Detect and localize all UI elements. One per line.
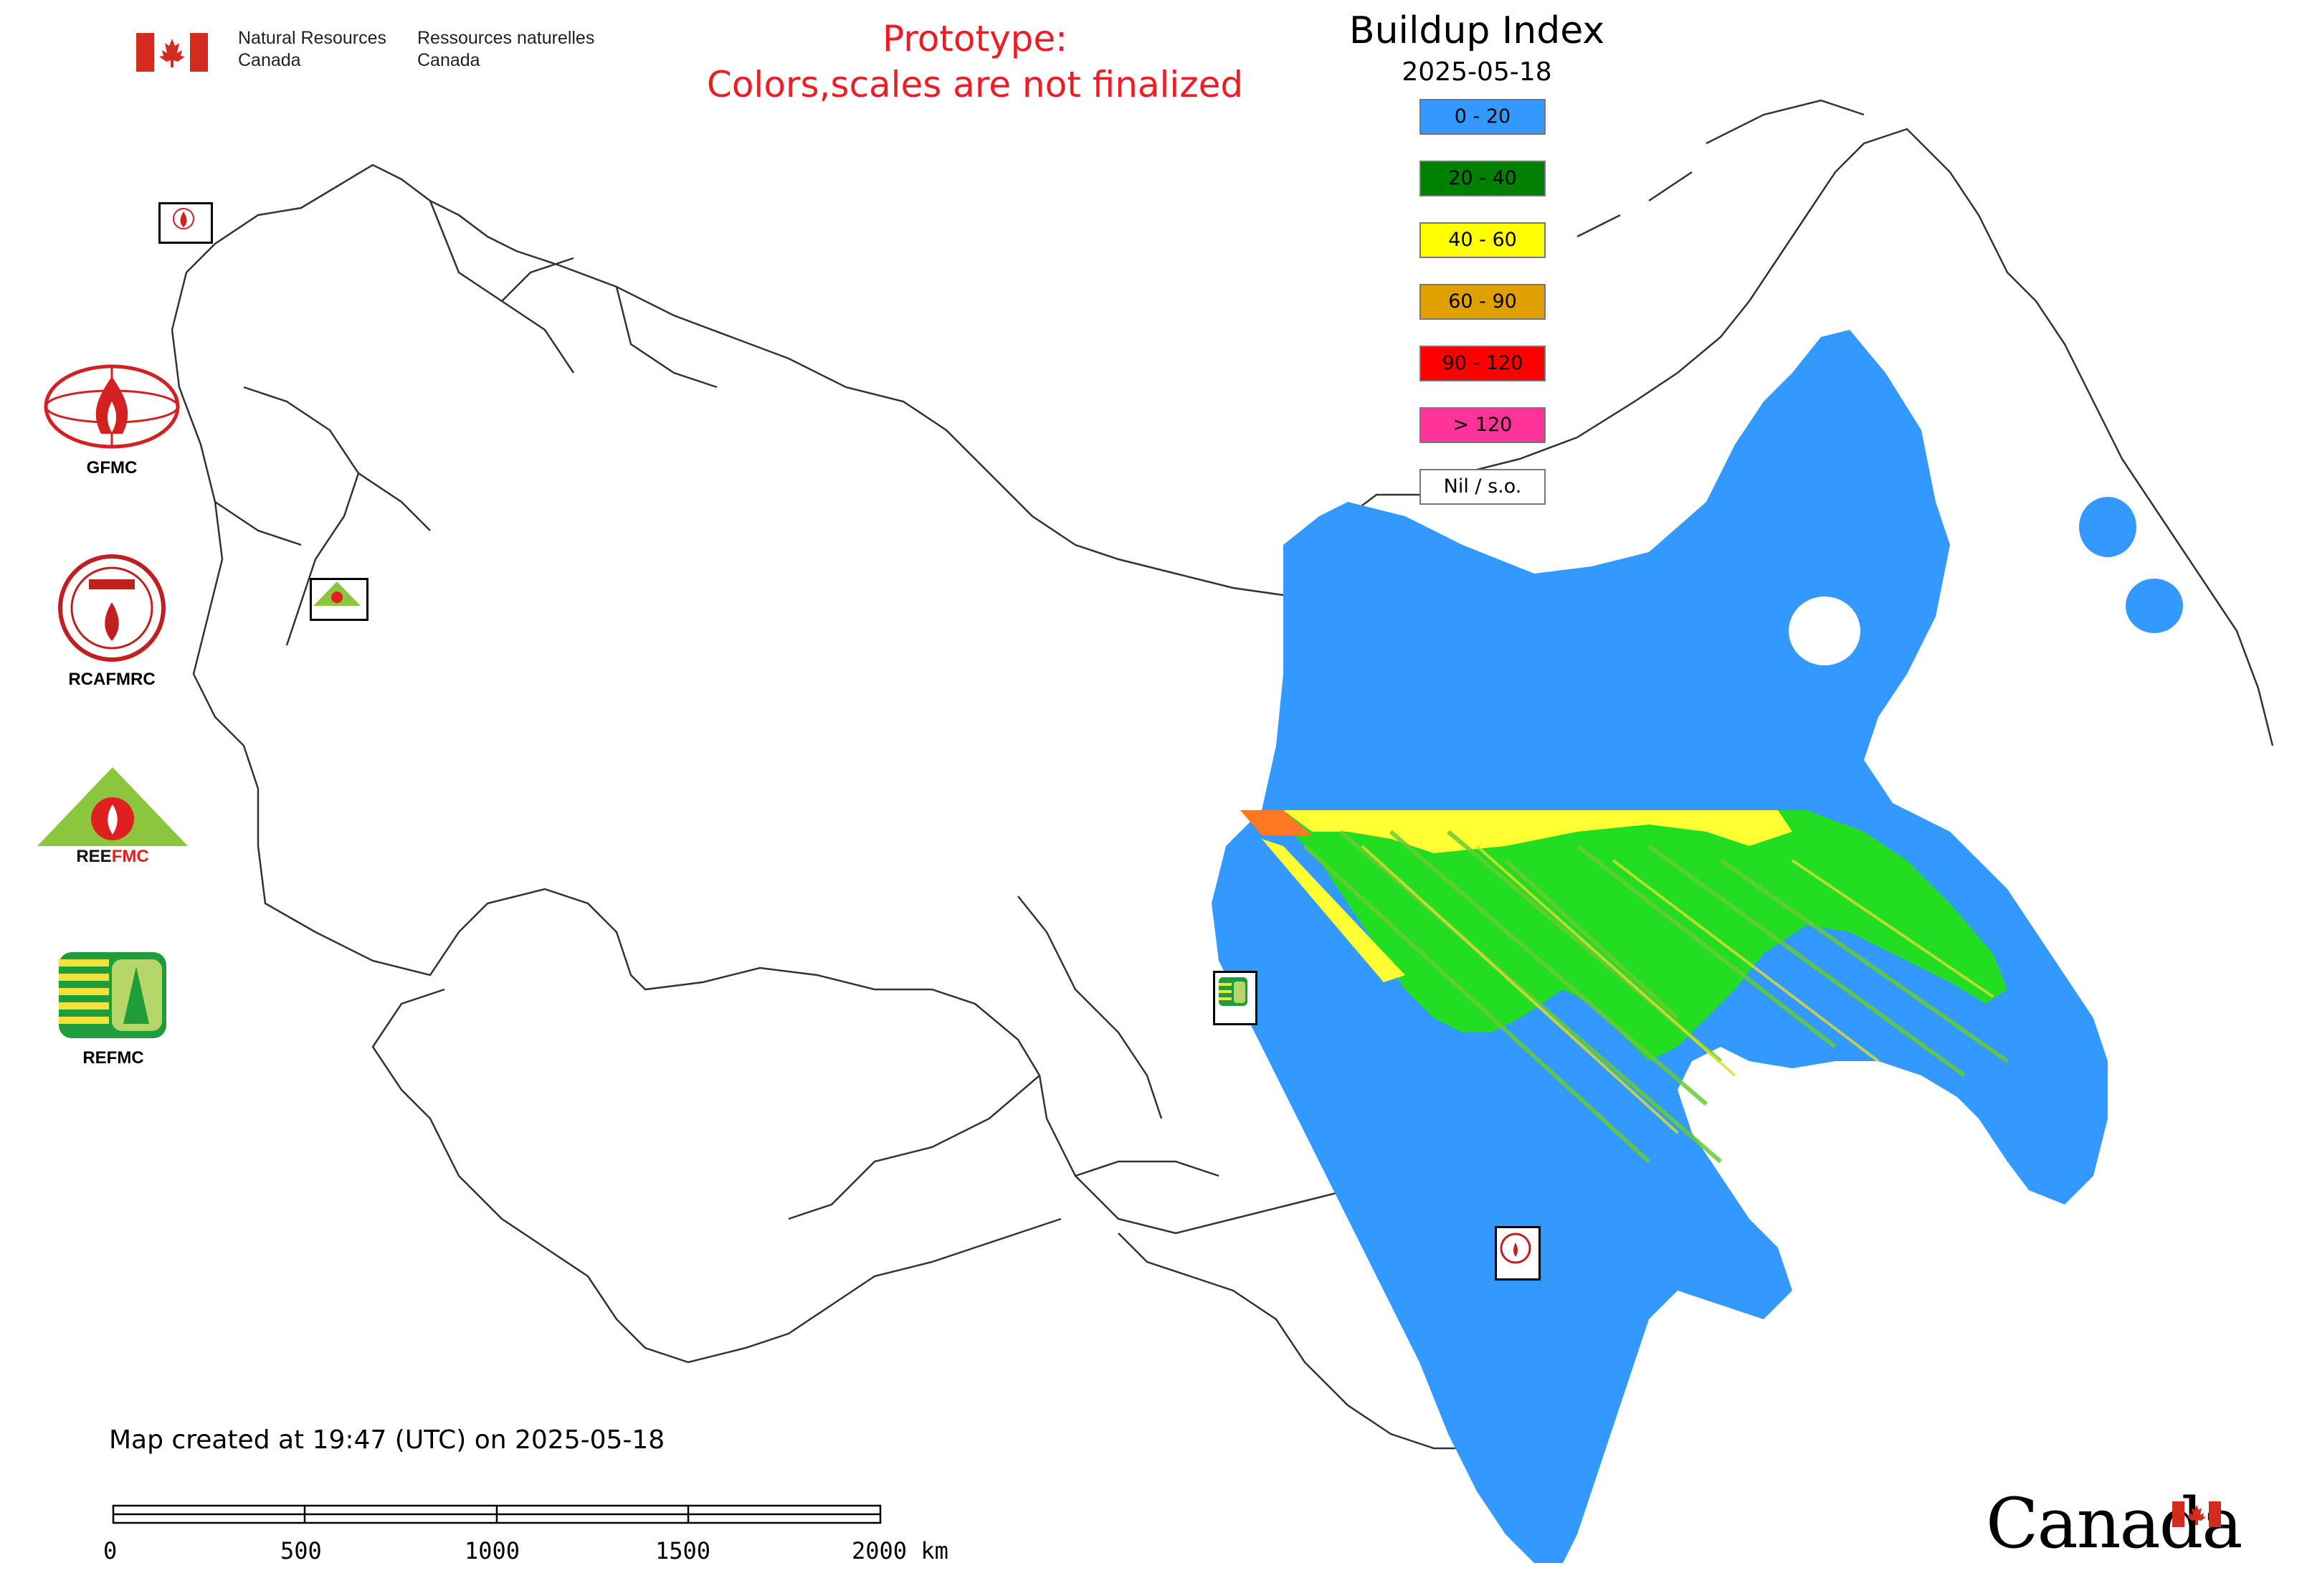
scale-tick-1000: 1000: [465, 1537, 520, 1564]
nrcan-en-line1: Natural Resources: [238, 28, 387, 48]
refmc-map-marker[interactable]: [1213, 971, 1257, 1025]
rcafmrc-marker-icon: [1500, 1232, 1531, 1264]
canada-flag-icon: [136, 33, 208, 72]
nrcan-fr-line1: Ressources naturelles: [417, 28, 595, 48]
legend-item-nil: Nil / s.o.: [1419, 469, 1546, 505]
legend-title: Buildup Index: [1349, 9, 1605, 52]
refmc-logo-icon: [59, 952, 166, 1038]
svg-text:REEFMC: REEFMC: [76, 847, 148, 866]
reefmc-logo-icon: REEFMC: [37, 767, 188, 866]
no-data-lake: [1789, 597, 1860, 665]
scale-tick-1500: 1500: [655, 1537, 711, 1564]
canada-wordmark: Canada: [1986, 1483, 2242, 1564]
reefmc-map-marker[interactable]: [310, 578, 368, 621]
high-index-band: [1283, 810, 1792, 853]
gfmc-marker-icon: [173, 208, 194, 229]
reefmc-marker-icon: [313, 581, 361, 606]
canada-wordmark-text: Canada: [1986, 1483, 2242, 1564]
rcafmrc-map-marker[interactable]: [1495, 1226, 1541, 1281]
nrcan-english-name: Natural Resources Canada: [238, 27, 386, 72]
very-high-index-patch: [1240, 810, 1312, 835]
refmc-label: REFMC: [82, 1048, 144, 1068]
buildup-index-coverage: [1212, 330, 2183, 1563]
gfmc-agency: GFMC: [40, 362, 184, 478]
prototype-notice: Prototype: Colors,scales are not finaliz…: [624, 16, 1326, 108]
scale-bar: [112, 1504, 882, 1524]
refmc-agency: REFMC: [52, 945, 185, 1068]
rcafmrc-logo-icon: [58, 554, 166, 662]
scale-tick-2000-km: 2000 km: [852, 1537, 948, 1564]
legend-item-40-60: 40 - 60: [1419, 222, 1546, 258]
gfmc-logo-icon: [44, 364, 180, 449]
island-region: [2079, 497, 2136, 557]
country-borders: [171, 99, 2274, 1450]
moderate-index-band: [1283, 810, 2007, 1061]
nrcan-fr-line2: Canada: [417, 50, 480, 70]
legend-item-over-120: > 120: [1419, 407, 1546, 443]
reefmc-agency: REEFMC: [37, 767, 188, 878]
gfmc-map-marker[interactable]: [158, 202, 213, 244]
prototype-line2: Colors,scales are not finalized: [706, 64, 1244, 105]
rcafmrc-agency: RCAFMRC: [40, 552, 184, 690]
legend-item-60-90: 60 - 90: [1419, 284, 1546, 320]
prototype-line1: Prototype:: [882, 18, 1068, 60]
legend-item-90-120: 90 - 120: [1419, 346, 1546, 381]
high-index-strip: [1262, 839, 1405, 982]
nrcan-french-name: Ressources naturelles Canada: [417, 27, 594, 72]
scale-tick-0: 0: [103, 1537, 118, 1564]
gfmc-label: GFMC: [86, 458, 138, 478]
legend-item-0-20: 0 - 20: [1419, 99, 1546, 135]
island-region: [2126, 579, 2183, 633]
nrcan-en-line2: Canada: [238, 50, 301, 70]
refmc-marker-icon: [1219, 977, 1247, 1006]
map-created-timestamp: Map created at 19:47 (UTC) on 2025-05-18: [109, 1425, 665, 1455]
wordmark-flag-icon: [2172, 1501, 2221, 1527]
legend-date: 2025-05-18: [1402, 57, 1552, 87]
rcafmrc-label: RCAFMRC: [68, 670, 156, 689]
scale-tick-500: 500: [280, 1537, 322, 1564]
legend-item-20-40: 20 - 40: [1419, 161, 1546, 196]
